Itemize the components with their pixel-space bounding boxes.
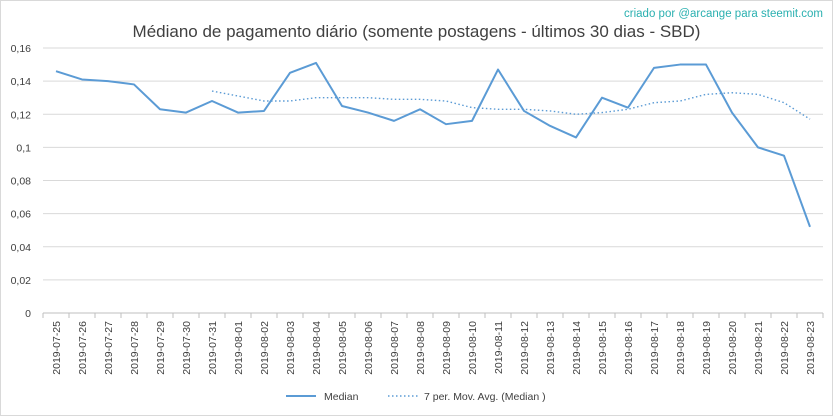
credit-text: criado por @arcange para steemit.com [624,8,823,20]
x-tick-label: 2019-07-25 [51,321,63,375]
chart-title: Médiano de pagamento diário (somente pos… [132,22,701,41]
x-tick-label: 2019-08-18 [675,321,687,375]
y-tick-label: 0,04 [11,242,32,254]
x-tick-label: 2019-08-07 [389,321,401,375]
x-tick-label: 2019-08-21 [753,321,765,375]
y-tick-label: 0,12 [11,109,32,121]
y-tick-label: 0,06 [11,209,32,221]
x-tick-label: 2019-07-29 [155,321,167,375]
y-tick-label: 0,16 [11,43,32,55]
x-tick-label: 2019-08-12 [519,321,531,375]
x-tick-label: 2019-08-04 [311,321,323,375]
x-tick-label: 2019-08-03 [285,321,297,375]
y-tick-label: 0 [25,308,31,320]
x-tick-label: 2019-08-15 [597,321,609,375]
series-median-line [55,61,811,228]
x-tick-label: 2019-08-06 [363,321,375,375]
x-tick-label: 2019-07-27 [103,321,115,375]
x-tick-label: 2019-08-13 [545,321,557,375]
y-tick-label: 0,14 [11,76,32,88]
x-tick-label: 2019-08-17 [649,321,661,375]
x-tick-label: 2019-08-10 [467,321,479,375]
x-tick-label: 2019-08-08 [415,321,427,375]
legend-moving-average-label: 7 per. Mov. Avg. (Median ) [424,391,546,403]
x-tick-label: 2019-07-30 [181,321,193,375]
legend-median-label: Median [324,391,359,403]
x-tick-label: 2019-08-22 [779,321,791,375]
x-tick-label: 2019-08-01 [233,321,245,375]
x-tick-label: 2019-08-11 [493,321,505,374]
x-tick-label: 2019-07-31 [207,321,219,375]
x-tick-label: 2019-08-05 [337,321,349,375]
y-tick-label: 0,08 [11,176,32,188]
y-tick-label: 0,1 [16,142,31,154]
x-tick-label: 2019-08-09 [441,321,453,375]
x-tick-label: 2019-08-20 [727,321,739,375]
series-moving-average-line [211,90,811,120]
x-tick-label: 2019-07-26 [77,321,89,375]
x-tick-label: 2019-07-28 [129,321,141,375]
x-tick-label: 2019-08-19 [701,321,713,375]
x-tick-label: 2019-08-14 [571,321,583,375]
x-tick-label: 2019-08-16 [623,321,635,375]
x-tick-label: 2019-08-23 [805,321,817,375]
y-tick-label: 0,02 [11,275,32,287]
x-tick-label: 2019-08-02 [259,321,271,375]
